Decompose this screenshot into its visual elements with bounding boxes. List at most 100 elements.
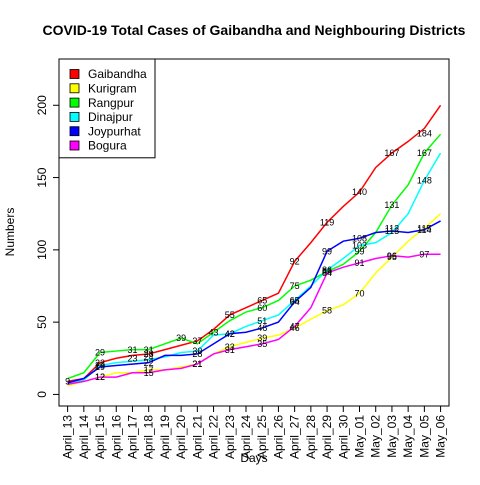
legend-label-4: Joypurhat: [88, 124, 141, 138]
x-tick-label-14: April_27: [288, 415, 302, 459]
series-line-3: [67, 152, 442, 386]
x-tick-label-2: April_15: [93, 415, 107, 459]
data-label-2-20: 131: [384, 200, 399, 210]
data-label-3-14: 65: [290, 296, 300, 306]
data-label-4-5: 22: [144, 358, 154, 368]
data-label-5-10: 31: [225, 345, 235, 355]
data-label-0-18: 140: [352, 187, 367, 197]
data-label-5-14: 47: [290, 322, 300, 332]
data-label-2-18: 99: [354, 246, 364, 256]
x-tick-label-1: April_14: [77, 415, 91, 459]
data-label-3-8: 30: [192, 346, 202, 356]
x-tick-label-16: April_29: [320, 415, 334, 459]
legend-swatch-4: [69, 126, 80, 137]
legend-swatch-3: [69, 112, 80, 122]
data-label-2-22: 167: [417, 148, 432, 158]
plot-frame: [58, 58, 450, 407]
data-label-0-2: 22: [95, 358, 105, 368]
x-tick-label-18: May_01: [353, 415, 367, 458]
series-line-4: [67, 220, 441, 384]
data-label-3-5: 24: [144, 352, 154, 362]
x-tick-label-11: April_24: [239, 415, 253, 459]
y-tick-label-1: 50: [35, 315, 49, 329]
legend-label-1: Kurigram: [88, 82, 137, 96]
series-line-1: [67, 213, 442, 387]
data-label-1-16: 58: [322, 306, 332, 316]
data-label-4-14: 64: [290, 297, 300, 307]
legend-swatch-0: [69, 69, 80, 79]
x-tick-label-8: April_21: [190, 415, 204, 459]
data-label-0-12: 65: [257, 296, 267, 306]
data-label-0-14: 92: [290, 257, 300, 267]
x-tick-label-7: April_20: [174, 415, 188, 459]
data-label-2-16: 85: [322, 267, 332, 277]
data-label-1-2: 12: [95, 372, 105, 382]
x-tick-label-9: April_22: [207, 415, 221, 459]
x-tick-label-3: April_16: [109, 415, 123, 459]
data-label-3-22: 148: [417, 176, 432, 186]
legend-swatch-5: [69, 140, 80, 151]
x-tick-label-22: May_05: [417, 415, 431, 458]
x-tick-label-0: April_13: [61, 415, 75, 459]
data-label-5-8: 21: [192, 359, 202, 369]
legend-label-0: Gaibandha: [88, 67, 147, 81]
data-label-4-16: 99: [322, 246, 332, 256]
data-label-1-22: 115: [417, 223, 431, 233]
data-label-1-20: 95: [387, 252, 397, 262]
x-axis-label: Days: [240, 451, 267, 465]
series-lines: [67, 104, 442, 387]
data-label-2-12: 60: [257, 303, 267, 313]
chart-title: COVID-19 Total Cases of Gaibandha and Ne…: [43, 22, 466, 38]
data-label-4-8: 28: [192, 349, 202, 359]
legend-label-5: Bogura: [88, 139, 127, 153]
series-line-2: [67, 133, 442, 380]
y-tick-label-2: 100: [35, 240, 49, 260]
legend-label-2: Rangpur: [88, 96, 134, 110]
data-label-0-8: 37: [192, 336, 202, 346]
data-label-5-22: 97: [419, 249, 429, 259]
legend-swatch-1: [69, 83, 80, 94]
data-label-4-12: 46: [257, 323, 267, 333]
data-label-4-18: 108: [352, 233, 367, 243]
series-line-5: [67, 253, 441, 386]
data-label-3-20: 112: [385, 224, 399, 234]
data-label-0-0: 9: [65, 377, 70, 387]
data-label-5-2: 12: [95, 372, 105, 382]
data-label-1-12: 39: [257, 333, 267, 343]
data-label-2-5: 31: [144, 345, 154, 355]
data-label-2-7: 39: [176, 333, 186, 343]
y-tick-label-3: 150: [35, 167, 49, 187]
data-label-3-4: 23: [127, 353, 137, 363]
legend-swatch-2: [69, 97, 80, 108]
data-label-5-12: 35: [257, 339, 267, 349]
y-axis-label: Numbers: [3, 208, 17, 257]
data-label-1-18: 70: [354, 288, 364, 298]
legend: GaibandhaKurigramRangpurDinajpurJoypurha…: [58, 58, 156, 159]
data-label-4-2: 19: [95, 362, 105, 372]
data-label-0-20: 167: [384, 148, 399, 158]
data-label-3-12: 51: [257, 316, 267, 326]
x-tick-label-21: May_04: [401, 415, 415, 458]
x-tick-label-17: April_30: [336, 415, 350, 459]
legend-label-3: Dinajpur: [88, 110, 133, 124]
series-line-0: [67, 104, 442, 383]
x-tick-label-20: May_03: [385, 415, 399, 458]
data-label-1-14: 46: [290, 323, 300, 333]
data-label-5-5: 15: [144, 368, 154, 378]
x-tick-label-23: May_06: [434, 415, 448, 458]
x-tick-label-13: April_26: [271, 415, 285, 459]
x-tick-label-10: April_23: [223, 415, 237, 459]
data-label-3-10: 42: [225, 329, 235, 339]
x-tick-label-4: April_17: [125, 415, 139, 459]
data-label-5-18: 91: [354, 258, 364, 268]
data-label-4-22: 114: [417, 225, 431, 235]
y-tick-label-0: 0: [35, 391, 49, 398]
x-tick-label-15: April_28: [304, 415, 318, 459]
data-labels: 9222837556592119140167184121721333946587…: [65, 129, 432, 387]
data-label-0-5: 28: [144, 349, 154, 359]
data-label-2-4: 31: [127, 345, 137, 355]
data-label-5-16: 84: [322, 268, 332, 278]
